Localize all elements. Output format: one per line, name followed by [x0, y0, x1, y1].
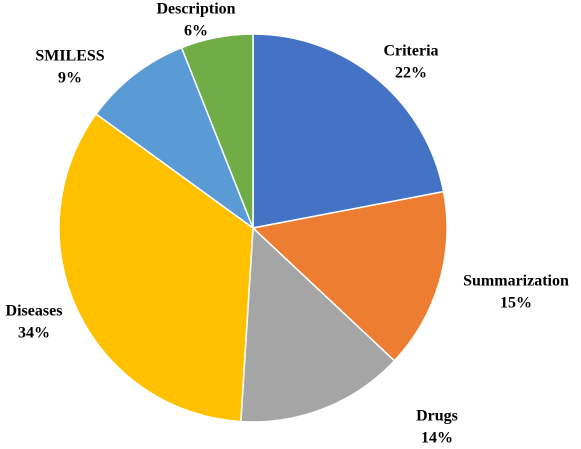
slice-category-label: Drugs: [416, 408, 458, 425]
slice-category-label: Diseases: [6, 303, 63, 320]
slice-category-label: Description: [156, 1, 235, 18]
slice-category-label: Criteria: [383, 43, 438, 60]
slice-value-label: 6%: [184, 23, 208, 40]
slice-value-label: 14%: [421, 430, 453, 447]
slice-value-label: 34%: [18, 325, 50, 342]
pie-slice: [58, 112, 254, 423]
pie-slice: [252, 33, 445, 229]
slice-value-label: 9%: [58, 70, 82, 87]
slice-value-label: 22%: [395, 65, 427, 82]
slice-category-label: SMILESS: [35, 48, 104, 65]
pie-slice: [180, 33, 254, 229]
pie-slice: [95, 46, 255, 231]
slice-category-label: Summarization: [463, 273, 569, 290]
pie-slice: [251, 190, 448, 362]
slice-value-label: 15%: [500, 295, 532, 312]
pie-slice: [240, 226, 396, 423]
